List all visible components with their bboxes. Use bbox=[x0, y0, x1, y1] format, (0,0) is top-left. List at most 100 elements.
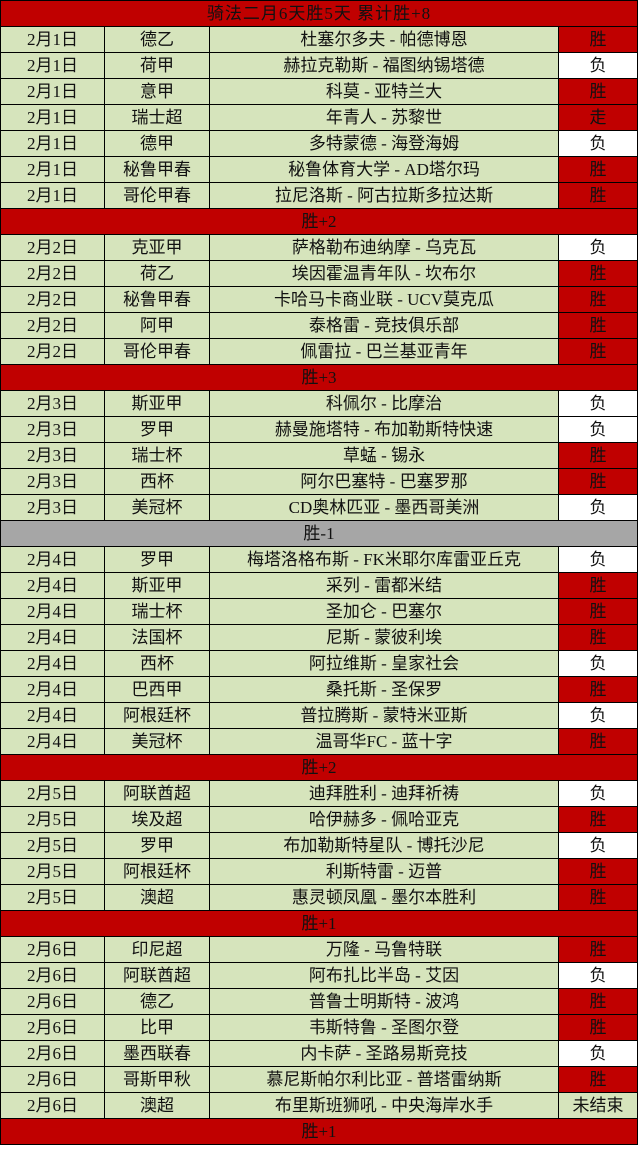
date-cell: 2月1日 bbox=[0, 52, 105, 79]
match-row: 2月1日 德甲 多特蒙德 - 海登海姆 负 bbox=[0, 130, 639, 157]
match-cell: 桑托斯 - 圣保罗 bbox=[209, 676, 559, 703]
match-cell: 普拉腾斯 - 蒙特米亚斯 bbox=[209, 702, 559, 729]
table-body: 2月1日 德乙 杜塞尔多夫 - 帕德博恩 胜 2月1日 荷甲 赫拉克勒斯 - 福… bbox=[0, 26, 639, 1145]
match-cell: 秘鲁体育大学 - AD塔尔玛 bbox=[209, 156, 559, 183]
league-cell: 罗甲 bbox=[104, 546, 210, 573]
date-cell: 2月6日 bbox=[0, 1014, 105, 1041]
date-cell: 2月6日 bbox=[0, 962, 105, 989]
match-row: 2月4日 罗甲 梅塔洛格布斯 - FK米耶尔库雷亚丘克 负 bbox=[0, 546, 639, 573]
league-cell: 印尼超 bbox=[104, 936, 210, 963]
league-cell: 德乙 bbox=[104, 26, 210, 53]
result-cell: 胜 bbox=[557, 260, 639, 287]
match-cell: 普鲁士明斯特 - 波鸿 bbox=[209, 988, 559, 1015]
league-cell: 阿联酋超 bbox=[104, 780, 210, 807]
match-row: 2月6日 比甲 韦斯特鲁 - 圣图尔登 胜 bbox=[0, 1014, 639, 1041]
match-cell: 尼斯 - 蒙彼利埃 bbox=[209, 624, 559, 651]
league-cell: 美冠杯 bbox=[104, 728, 210, 755]
date-cell: 2月6日 bbox=[0, 1066, 105, 1093]
date-cell: 2月5日 bbox=[0, 806, 105, 833]
summary-cell: 胜-1 bbox=[0, 520, 639, 547]
result-cell: 负 bbox=[557, 1040, 639, 1067]
result-cell: 胜 bbox=[557, 598, 639, 625]
match-cell: 阿尔巴塞特 - 巴塞罗那 bbox=[209, 468, 559, 495]
league-cell: 阿联酋超 bbox=[104, 962, 210, 989]
league-cell: 埃及超 bbox=[104, 806, 210, 833]
result-cell: 负 bbox=[557, 650, 639, 677]
match-cell: 布加勒斯特星队 - 博托沙尼 bbox=[209, 832, 559, 859]
result-cell: 胜 bbox=[557, 1014, 639, 1041]
match-row: 2月4日 法国杯 尼斯 - 蒙彼利埃 胜 bbox=[0, 624, 639, 651]
result-cell: 胜 bbox=[557, 156, 639, 183]
match-row: 2月2日 克亚甲 萨格勒布迪纳摩 - 乌克瓦 负 bbox=[0, 234, 639, 261]
result-cell: 胜 bbox=[557, 858, 639, 885]
match-row: 2月4日 美冠杯 温哥华FC - 蓝十字 胜 bbox=[0, 728, 639, 755]
match-cell: 年青人 - 苏黎世 bbox=[209, 104, 559, 131]
match-row: 2月2日 秘鲁甲春 卡哈马卡商业联 - UCV莫克瓜 胜 bbox=[0, 286, 639, 313]
match-cell: 萨格勒布迪纳摩 - 乌克瓦 bbox=[209, 234, 559, 261]
match-row: 2月1日 德乙 杜塞尔多夫 - 帕德博恩 胜 bbox=[0, 26, 639, 53]
league-cell: 罗甲 bbox=[104, 416, 210, 443]
date-cell: 2月5日 bbox=[0, 884, 105, 911]
date-cell: 2月6日 bbox=[0, 1040, 105, 1067]
summary-row: 胜-1 bbox=[0, 520, 639, 547]
match-cell: 温哥华FC - 蓝十字 bbox=[209, 728, 559, 755]
league-cell: 澳超 bbox=[104, 884, 210, 911]
date-cell: 2月1日 bbox=[0, 104, 105, 131]
date-cell: 2月2日 bbox=[0, 260, 105, 287]
result-cell: 胜 bbox=[557, 1066, 639, 1093]
league-cell: 斯亚甲 bbox=[104, 390, 210, 417]
result-cell: 负 bbox=[557, 832, 639, 859]
result-cell: 负 bbox=[557, 416, 639, 443]
match-row: 2月5日 埃及超 哈伊赫多 - 佩哈亚克 胜 bbox=[0, 806, 639, 833]
league-cell: 阿根廷杯 bbox=[104, 702, 210, 729]
league-cell: 秘鲁甲春 bbox=[104, 286, 210, 313]
summary-row: 胜+1 bbox=[0, 1118, 639, 1145]
match-row: 2月6日 墨西联春 内卡萨 - 圣路易斯竞技 负 bbox=[0, 1040, 639, 1067]
date-cell: 2月4日 bbox=[0, 546, 105, 573]
result-cell: 负 bbox=[557, 390, 639, 417]
result-cell: 负 bbox=[557, 52, 639, 79]
result-cell: 走 bbox=[557, 104, 639, 131]
match-row: 2月1日 哥伦甲春 拉尼洛斯 - 阿古拉斯多拉达斯 胜 bbox=[0, 182, 639, 209]
match-cell: 哈伊赫多 - 佩哈亚克 bbox=[209, 806, 559, 833]
result-cell: 胜 bbox=[557, 78, 639, 105]
league-cell: 哥伦甲春 bbox=[104, 182, 210, 209]
match-row: 2月1日 意甲 科莫 - 亚特兰大 胜 bbox=[0, 78, 639, 105]
league-cell: 罗甲 bbox=[104, 832, 210, 859]
match-cell: 内卡萨 - 圣路易斯竞技 bbox=[209, 1040, 559, 1067]
match-cell: 慕尼斯帕尔利比亚 - 普塔雷纳斯 bbox=[209, 1066, 559, 1093]
date-cell: 2月6日 bbox=[0, 936, 105, 963]
date-cell: 2月1日 bbox=[0, 130, 105, 157]
date-cell: 2月1日 bbox=[0, 26, 105, 53]
result-cell: 负 bbox=[557, 780, 639, 807]
match-row: 2月1日 秘鲁甲春 秘鲁体育大学 - AD塔尔玛 胜 bbox=[0, 156, 639, 183]
result-cell: 负 bbox=[557, 702, 639, 729]
match-row: 2月6日 德乙 普鲁士明斯特 - 波鸿 胜 bbox=[0, 988, 639, 1015]
date-cell: 2月2日 bbox=[0, 286, 105, 313]
league-cell: 阿甲 bbox=[104, 312, 210, 339]
result-cell: 胜 bbox=[557, 312, 639, 339]
match-cell: 阿布扎比半岛 - 艾因 bbox=[209, 962, 559, 989]
league-cell: 西杯 bbox=[104, 468, 210, 495]
result-cell: 胜 bbox=[557, 988, 639, 1015]
date-cell: 2月2日 bbox=[0, 338, 105, 365]
date-cell: 2月2日 bbox=[0, 312, 105, 339]
match-row: 2月1日 瑞士超 年青人 - 苏黎世 走 bbox=[0, 104, 639, 131]
league-cell: 法国杯 bbox=[104, 624, 210, 651]
match-row: 2月1日 荷甲 赫拉克勒斯 - 福图纳锡塔德 负 bbox=[0, 52, 639, 79]
date-cell: 2月1日 bbox=[0, 156, 105, 183]
summary-cell: 胜+2 bbox=[0, 754, 639, 781]
match-row: 2月4日 西杯 阿拉维斯 - 皇家社会 负 bbox=[0, 650, 639, 677]
match-row: 2月3日 罗甲 赫曼施塔特 - 布加勒斯特快速 负 bbox=[0, 416, 639, 443]
date-cell: 2月5日 bbox=[0, 780, 105, 807]
match-row: 2月4日 阿根廷杯 普拉腾斯 - 蒙特米亚斯 负 bbox=[0, 702, 639, 729]
league-cell: 斯亚甲 bbox=[104, 572, 210, 599]
match-row: 2月5日 澳超 惠灵顿凤凰 - 墨尔本胜利 胜 bbox=[0, 884, 639, 911]
date-cell: 2月3日 bbox=[0, 416, 105, 443]
league-cell: 瑞士杯 bbox=[104, 598, 210, 625]
result-cell: 胜 bbox=[557, 286, 639, 313]
league-cell: 荷甲 bbox=[104, 52, 210, 79]
date-cell: 2月4日 bbox=[0, 624, 105, 651]
summary-cell: 胜+3 bbox=[0, 364, 639, 391]
